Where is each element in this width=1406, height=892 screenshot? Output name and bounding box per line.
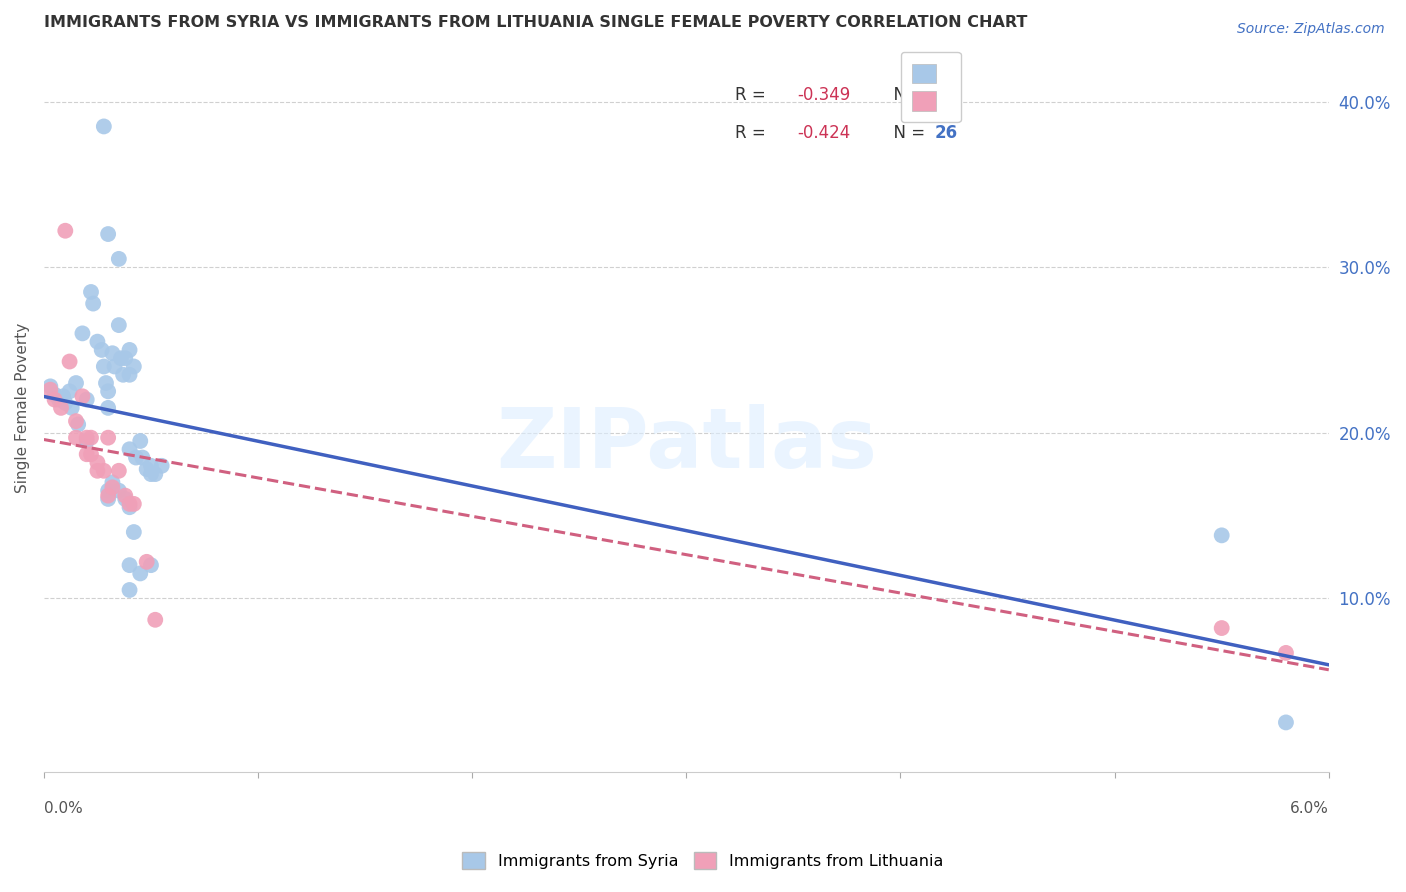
Point (1275, 646, 1298, 660)
Text: N =: N = (883, 123, 931, 142)
Point (118, 500, 141, 515)
Point (135, 462, 157, 476)
Point (97, 491, 120, 506)
Point (114, 491, 136, 506)
Text: -0.349: -0.349 (797, 86, 851, 103)
Point (80, 447, 103, 461)
Point (118, 442, 141, 457)
Point (44, 387, 66, 401)
Point (94, 376, 117, 390)
Point (139, 558, 162, 573)
Point (52, 389, 75, 403)
Point (65, 431, 87, 445)
Point (101, 346, 124, 360)
Point (97, 489, 120, 503)
Y-axis label: Single Female Poverty: Single Female Poverty (15, 323, 30, 493)
Point (58, 384, 80, 399)
Point (97, 431, 120, 445)
Point (108, 318, 131, 332)
Point (129, 566, 152, 581)
Point (135, 555, 157, 569)
Point (143, 613, 166, 627)
Point (108, 464, 131, 478)
Point (97, 401, 120, 415)
Point (122, 497, 145, 511)
Point (122, 524, 145, 539)
Point (139, 458, 162, 473)
Point (86, 456, 108, 470)
Point (44, 392, 66, 407)
Point (143, 467, 166, 481)
Point (65, 376, 87, 390)
Point (82, 296, 104, 310)
Point (49, 401, 72, 415)
Point (118, 558, 141, 573)
Point (125, 450, 148, 465)
Point (108, 483, 131, 498)
Point (110, 351, 132, 366)
Point (101, 475, 124, 490)
Point (80, 431, 103, 445)
Point (97, 227, 120, 241)
Text: 54: 54 (935, 86, 957, 103)
Point (80, 285, 103, 299)
Point (72, 389, 94, 403)
Point (129, 434, 152, 448)
Point (93, 359, 115, 374)
Point (118, 582, 141, 597)
Point (53, 224, 76, 238)
Text: 0.0%: 0.0% (44, 801, 83, 816)
Text: 6.0%: 6.0% (1289, 801, 1329, 816)
Point (101, 480, 124, 494)
Point (58, 354, 80, 368)
Point (1211, 528, 1233, 542)
Point (67, 417, 90, 432)
Point (112, 368, 135, 382)
Point (86, 334, 108, 349)
Point (60, 401, 83, 415)
Legend: , : , (901, 52, 960, 122)
Point (39, 379, 62, 393)
Point (139, 467, 162, 481)
Legend: Immigrants from Syria, Immigrants from Lithuania: Immigrants from Syria, Immigrants from L… (456, 846, 950, 875)
Point (65, 414, 87, 428)
Point (86, 464, 108, 478)
Point (118, 343, 141, 357)
Point (93, 464, 115, 478)
Point (118, 497, 141, 511)
Text: -0.424: -0.424 (797, 123, 851, 142)
Point (48, 392, 70, 407)
Text: N =: N = (883, 86, 931, 103)
Point (76, 431, 98, 445)
Point (76, 447, 98, 461)
Point (1211, 621, 1233, 635)
Point (150, 458, 173, 473)
Point (72, 326, 94, 341)
Point (122, 359, 145, 374)
Text: ZIPatlas: ZIPatlas (496, 404, 877, 484)
Point (114, 489, 136, 503)
Text: R =: R = (735, 123, 770, 142)
Point (97, 384, 120, 399)
Point (118, 368, 141, 382)
Text: 26: 26 (935, 123, 957, 142)
Point (103, 359, 125, 374)
Point (108, 252, 131, 266)
Text: IMMIGRANTS FROM SYRIA VS IMMIGRANTS FROM LITHUANIA SINGLE FEMALE POVERTY CORRELA: IMMIGRANTS FROM SYRIA VS IMMIGRANTS FROM… (44, 15, 1028, 30)
Text: R =: R = (735, 86, 770, 103)
Point (53, 396, 76, 410)
Text: Source: ZipAtlas.com: Source: ZipAtlas.com (1237, 22, 1385, 37)
Point (76, 434, 98, 448)
Point (90, 343, 112, 357)
Point (1275, 715, 1298, 730)
Point (114, 351, 136, 366)
Point (93, 120, 115, 134)
Point (39, 383, 62, 397)
Point (97, 483, 120, 498)
Point (76, 392, 98, 407)
Point (131, 450, 153, 465)
